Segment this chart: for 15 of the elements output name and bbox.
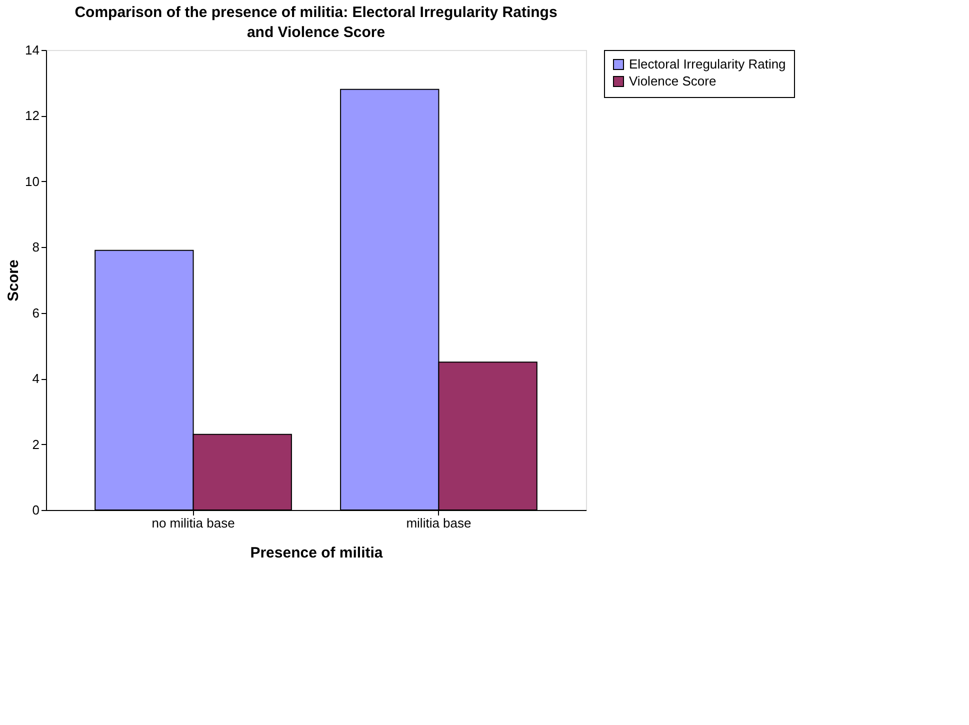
y-tick-label: 10 [25,174,40,189]
y-tick-label: 8 [32,240,40,255]
x-tick-label: militia base [406,516,472,530]
y-tick-label: 2 [32,436,40,452]
x-tick-label: no militia base [152,516,235,530]
y-axis-title: Score [5,260,22,302]
y-tick-label: 12 [25,108,40,124]
y-tick-label: 0 [32,502,40,518]
legend-label: Violence Score [629,74,716,88]
y-tick-label: 4 [32,371,40,386]
y-tick-label: 14 [25,42,40,58]
x-axis-title: Presence of militia [250,544,384,562]
legend-label: Electoral Irregularity Rating [629,56,786,72]
chart-title: Comparison of the presence of militia: Electoral Irregularity Ratings and Violence Score [74,4,558,41]
y-tick-label: 6 [32,305,40,320]
